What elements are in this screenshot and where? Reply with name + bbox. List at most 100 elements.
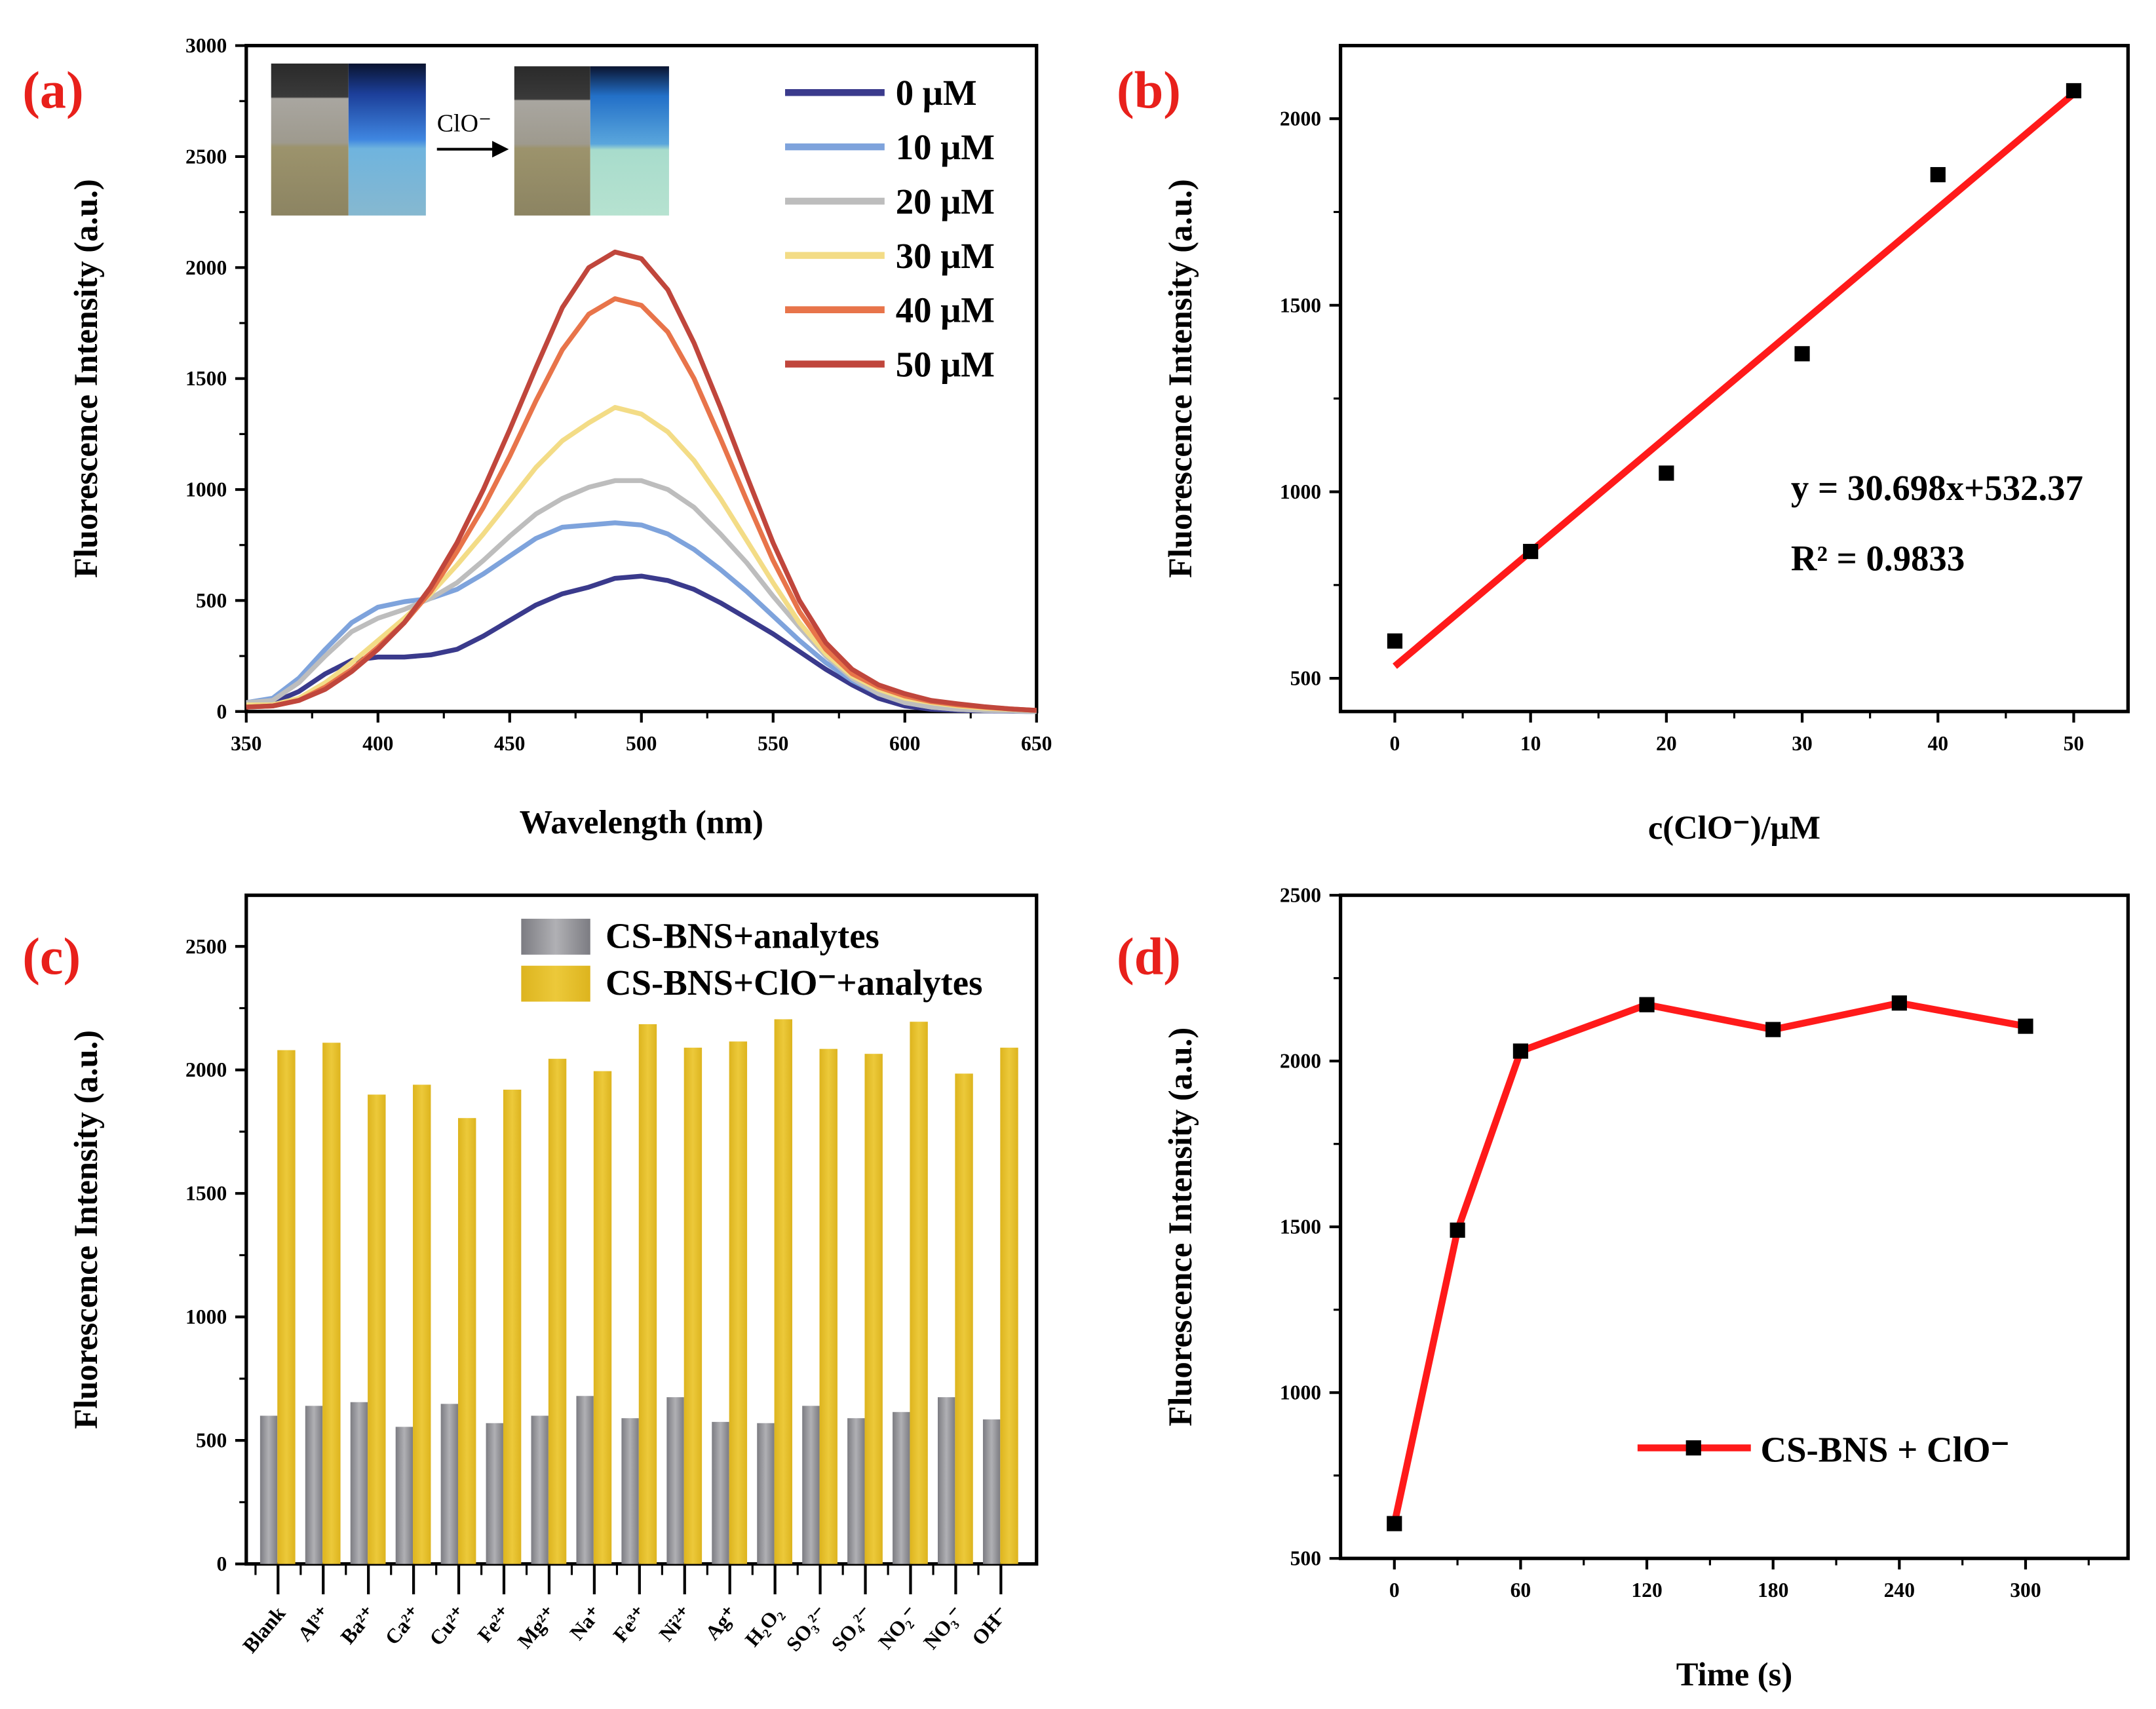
- r-squared: R² = 0.9833: [1791, 539, 1965, 579]
- bar-analytes-clo: [368, 1094, 386, 1564]
- data-point: [1450, 1222, 1465, 1238]
- legend-label: 30 μM: [896, 236, 995, 276]
- x-tick-label: 400: [362, 732, 393, 755]
- legend-label: 10 μM: [896, 127, 995, 167]
- vial-daylight-before: [271, 63, 349, 216]
- y-tick-label: 3000: [185, 34, 227, 57]
- bar-analytes-clo: [638, 1024, 657, 1564]
- x-category-label: Ag⁺: [701, 1602, 741, 1645]
- x-category-label: Blank: [239, 1602, 290, 1657]
- x-tick-label: 650: [1021, 732, 1052, 755]
- data-point: [1891, 995, 1907, 1011]
- x-tick-label: 10: [1520, 732, 1541, 755]
- bar-analytes-clo: [819, 1048, 837, 1564]
- y-tick-label: 500: [196, 1429, 227, 1452]
- x-tick-label: 60: [1511, 1579, 1531, 1602]
- x-tick-label: 350: [231, 732, 261, 755]
- spectrum-line-5: [246, 249, 1037, 713]
- spectrum-line-0: [246, 573, 1037, 714]
- panel-label-a: (a): [22, 62, 83, 119]
- x-tick-label: 20: [1656, 732, 1677, 755]
- x-tick-label: 50: [2064, 732, 2085, 755]
- panel-d: 500 1000 1500 2000 2500 0 60 120 180 240 300 Time (…: [1162, 884, 2130, 1693]
- spectrum-line-2: [246, 478, 1037, 714]
- x-category-label: Al³⁺: [293, 1602, 335, 1646]
- legend-label: 40 μM: [896, 290, 995, 330]
- y-tick-label: 2000: [185, 256, 227, 279]
- bar-analytes-clo: [1000, 1047, 1018, 1564]
- y-tick-label: 1500: [185, 367, 227, 390]
- spectrum-line-1: [246, 520, 1037, 714]
- x-tick-label: 450: [494, 732, 525, 755]
- bar-analytes: [440, 1404, 458, 1564]
- x-axis-label: Time (s): [1676, 1656, 1792, 1693]
- data-point: [1794, 346, 1810, 362]
- y-tick-label: 2000: [1280, 107, 1321, 130]
- x-category-label: Fe³⁺: [609, 1602, 651, 1647]
- y-tick-label: 500: [196, 589, 227, 612]
- bar-analytes-clo: [864, 1054, 883, 1564]
- bar-analytes: [666, 1397, 684, 1564]
- x-tick-label: 30: [1792, 732, 1813, 755]
- bar-analytes: [893, 1411, 910, 1564]
- y-tick-label: 1000: [185, 478, 227, 501]
- inset-photo: ClO⁻: [271, 63, 669, 216]
- x-category-label: NO₃⁻: [919, 1602, 967, 1654]
- y-tick-label: 1500: [185, 1182, 227, 1205]
- legend-label: 20 μM: [896, 182, 995, 221]
- bar-analytes-clo: [277, 1050, 296, 1564]
- x-tick-label: 240: [1884, 1579, 1915, 1602]
- x-tick-label: 180: [1758, 1579, 1788, 1602]
- bar-analytes: [395, 1427, 414, 1564]
- legend-label: CS-BNS+ClO⁻+analytes: [606, 963, 982, 1003]
- bar-analytes: [982, 1419, 1001, 1564]
- x-category-label: OH⁻: [967, 1602, 1012, 1650]
- x-axis-label: c(ClO⁻)/μM: [1648, 809, 1820, 846]
- x-tick-label: 600: [889, 732, 920, 755]
- x-category-label: Ni²⁺: [655, 1602, 697, 1646]
- bar-analytes: [938, 1397, 955, 1564]
- x-category-label: Ca²⁺: [381, 1602, 425, 1649]
- fit-equation: y = 30.698x+532.37: [1791, 468, 2083, 508]
- vial-uv-before: [348, 63, 426, 216]
- x-category-label: SO₄²⁻: [827, 1602, 877, 1656]
- data-point: [2018, 1018, 2033, 1034]
- y-tick-label: 1000: [1280, 1381, 1321, 1404]
- y-axis-label: Fluorescence Intensity (a.u.): [1162, 179, 1199, 578]
- bar-analytes-clo: [955, 1073, 973, 1564]
- y-tick-label: 500: [1290, 667, 1321, 690]
- bar-analytes-clo: [729, 1041, 748, 1564]
- inset-reagent-label: ClO⁻: [437, 109, 491, 137]
- x-tick-label: 550: [758, 732, 788, 755]
- x-tick-label: 300: [2010, 1579, 2041, 1602]
- y-tick-label: 2500: [185, 145, 227, 168]
- bar-analytes: [712, 1421, 729, 1564]
- bar-analytes: [531, 1415, 549, 1564]
- x-tick-label: 120: [1631, 1579, 1662, 1602]
- legend-swatch-gray: [521, 919, 590, 955]
- y-axis-label: Fluorescence Intensity (a.u.): [1162, 1027, 1199, 1427]
- legend-marker: [1685, 1440, 1701, 1456]
- panel-c: 0 500 1000 1500 2000 2500 Fluorescence Intensi…: [67, 893, 1039, 1657]
- bar-analytes: [486, 1423, 503, 1564]
- x-tick-label: 0: [1390, 732, 1400, 755]
- vial-uv-after: [590, 66, 669, 216]
- bar-analytes: [621, 1418, 639, 1564]
- x-tick-label: 0: [1389, 1579, 1400, 1602]
- bar-analytes-clo: [774, 1019, 792, 1564]
- bar-analytes-clo: [593, 1071, 612, 1564]
- spectrum-line-3: [246, 405, 1037, 713]
- y-axis-label: Fluorescence Intensity (a.u.): [67, 1030, 104, 1429]
- y-tick-label: 1500: [1280, 1216, 1321, 1239]
- x-category-label: H₂O₂: [741, 1602, 787, 1651]
- x-category-label: Ba²⁺: [336, 1602, 380, 1649]
- bar-analytes-clo: [322, 1043, 341, 1564]
- arrow-head-icon: [492, 141, 509, 158]
- bar-analytes: [757, 1423, 775, 1564]
- data-point: [1387, 1516, 1402, 1531]
- x-category-label: SO₃²⁻: [782, 1602, 832, 1656]
- bar-analytes: [260, 1415, 278, 1564]
- bar-analytes-clo: [548, 1058, 567, 1564]
- x-category-label: Fe²⁺: [473, 1602, 516, 1647]
- legend-label: CS-BNS+analytes: [606, 915, 879, 955]
